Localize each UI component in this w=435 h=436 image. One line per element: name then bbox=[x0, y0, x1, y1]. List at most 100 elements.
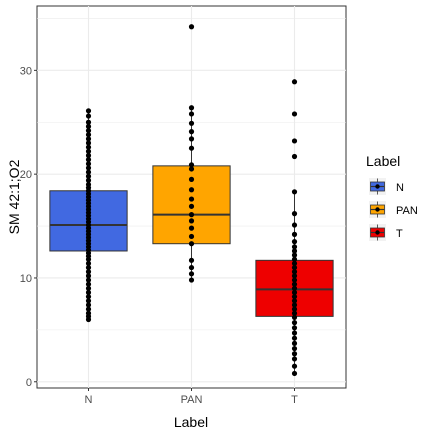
data-point bbox=[188, 166, 195, 172]
data-point bbox=[188, 271, 195, 277]
data-point bbox=[291, 363, 298, 369]
data-point bbox=[291, 285, 298, 291]
data-point bbox=[291, 345, 298, 352]
y-tick-label: 10 bbox=[20, 273, 32, 285]
data-point bbox=[291, 79, 298, 85]
data-point bbox=[85, 260, 92, 267]
data-point bbox=[291, 370, 298, 377]
data-point bbox=[85, 140, 92, 146]
x-tick-label: PAN bbox=[181, 394, 203, 406]
data-point bbox=[188, 129, 195, 135]
data-point bbox=[85, 173, 92, 179]
data-point bbox=[291, 264, 298, 271]
data-point bbox=[85, 289, 92, 296]
data-point bbox=[188, 111, 195, 117]
x-tick-label: N bbox=[85, 394, 93, 406]
data-point bbox=[291, 306, 298, 312]
legend-key-point bbox=[375, 207, 380, 212]
legend-label: T bbox=[396, 228, 403, 240]
data-point bbox=[291, 351, 298, 357]
y-tick-label: 30 bbox=[20, 65, 32, 77]
data-point bbox=[291, 222, 298, 228]
data-point bbox=[291, 231, 298, 237]
data-point bbox=[188, 264, 195, 271]
points-layer bbox=[85, 24, 298, 377]
data-point bbox=[291, 189, 298, 195]
data-point bbox=[291, 153, 298, 160]
data-point bbox=[85, 108, 92, 114]
data-point bbox=[291, 244, 298, 250]
data-point bbox=[291, 256, 298, 262]
data-point bbox=[85, 302, 92, 308]
data-point bbox=[188, 218, 195, 224]
data-point bbox=[188, 212, 195, 218]
data-point bbox=[188, 233, 195, 240]
data-point bbox=[85, 127, 92, 134]
data-point bbox=[291, 252, 298, 258]
data-point bbox=[188, 241, 195, 247]
data-point bbox=[85, 132, 92, 138]
y-tick-label: 20 bbox=[20, 169, 32, 181]
data-point bbox=[85, 269, 92, 275]
data-point bbox=[85, 264, 92, 271]
data-point bbox=[188, 225, 195, 231]
data-point bbox=[85, 298, 92, 304]
x-axis-title: Label bbox=[174, 414, 208, 430]
y-axis-title: SM 42:1;O2 bbox=[6, 159, 22, 234]
data-point bbox=[291, 211, 298, 217]
data-point bbox=[291, 289, 298, 296]
data-point bbox=[291, 294, 298, 300]
legend-label: N bbox=[396, 182, 404, 194]
data-point bbox=[85, 165, 92, 171]
data-point bbox=[85, 123, 92, 130]
x-tick-label: T bbox=[291, 394, 298, 406]
data-point bbox=[291, 340, 298, 346]
data-point bbox=[291, 310, 298, 316]
legend-item-pan: PAN bbox=[369, 201, 418, 218]
data-point bbox=[291, 277, 298, 283]
data-point bbox=[291, 248, 298, 254]
data-point bbox=[291, 281, 298, 287]
data-point bbox=[188, 162, 195, 168]
x-axis: N PAN T bbox=[85, 388, 298, 406]
y-axis: 0 10 20 30 bbox=[20, 65, 37, 389]
legend-key-point bbox=[375, 184, 380, 189]
legend: Label N PAN T bbox=[366, 153, 418, 241]
data-point bbox=[291, 111, 298, 117]
data-point bbox=[85, 119, 92, 125]
data-point bbox=[188, 187, 195, 193]
data-point bbox=[85, 161, 92, 167]
data-point bbox=[85, 144, 92, 150]
data-point bbox=[85, 310, 92, 316]
data-point bbox=[188, 196, 195, 202]
legend-key-point bbox=[375, 230, 380, 235]
data-point bbox=[188, 277, 195, 283]
data-point bbox=[85, 113, 92, 119]
data-point bbox=[188, 257, 195, 263]
data-point bbox=[188, 145, 195, 151]
data-point bbox=[291, 138, 298, 144]
legend-label: PAN bbox=[396, 205, 418, 217]
data-point bbox=[85, 277, 92, 283]
data-point bbox=[85, 285, 92, 291]
data-point bbox=[291, 269, 298, 275]
data-point bbox=[291, 320, 298, 326]
data-point bbox=[188, 120, 195, 126]
data-point bbox=[291, 314, 298, 321]
y-tick-label: 0 bbox=[26, 377, 32, 389]
data-point bbox=[291, 325, 298, 331]
data-point bbox=[188, 203, 195, 209]
data-point bbox=[85, 152, 92, 159]
data-point bbox=[291, 330, 298, 336]
data-point bbox=[188, 136, 195, 142]
data-point bbox=[188, 105, 195, 111]
legend-item-t: T bbox=[369, 224, 403, 241]
data-point bbox=[85, 157, 92, 163]
data-point bbox=[85, 136, 92, 142]
data-point bbox=[85, 306, 92, 312]
data-point bbox=[85, 177, 92, 183]
data-point bbox=[291, 356, 298, 362]
data-point bbox=[188, 24, 195, 30]
data-point bbox=[85, 169, 92, 175]
